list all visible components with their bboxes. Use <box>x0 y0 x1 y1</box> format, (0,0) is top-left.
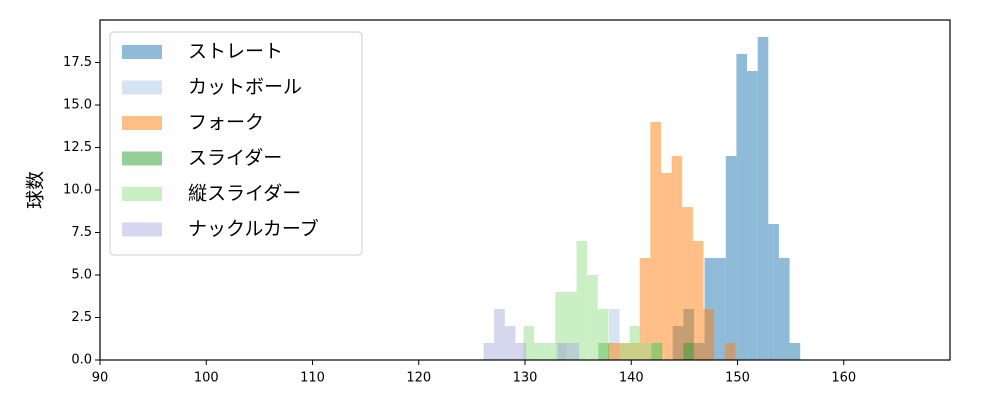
bar <box>683 343 694 360</box>
y-tick-label: 10.0 <box>63 183 92 198</box>
bar <box>483 343 495 360</box>
x-tick-label: 150 <box>725 371 750 386</box>
x-tick-label: 90 <box>92 371 109 386</box>
bar <box>725 156 737 360</box>
legend-label: ストレート <box>188 41 283 63</box>
bar <box>661 173 672 360</box>
bar <box>650 122 661 360</box>
legend-swatch <box>122 80 162 95</box>
bar <box>534 343 545 360</box>
bar <box>650 343 662 360</box>
x-tick-label: 110 <box>300 371 325 386</box>
bar <box>703 309 715 360</box>
y-tick-label: 0.0 <box>71 353 92 368</box>
bar <box>608 309 620 360</box>
bar <box>607 343 619 360</box>
y-axis-label: 球数 <box>25 171 47 209</box>
x-tick-label: 100 <box>194 371 219 386</box>
bar <box>568 343 580 360</box>
bar <box>639 258 651 360</box>
x-tick-label: 120 <box>406 371 431 386</box>
bar <box>736 54 748 360</box>
y-tick-label: 7.5 <box>71 225 92 240</box>
x-tick-label: 140 <box>619 371 644 386</box>
bar <box>768 224 779 360</box>
y-tick-label: 5.0 <box>71 268 92 283</box>
bar <box>597 309 609 360</box>
bar <box>778 258 790 360</box>
y-tick-label: 12.5 <box>63 140 92 155</box>
legend-swatch <box>122 151 162 166</box>
bar <box>629 326 641 360</box>
legend-label: 縦スライダー <box>188 183 301 205</box>
bar <box>747 71 758 360</box>
bar <box>682 207 693 360</box>
bar <box>640 343 651 360</box>
legend-swatch <box>122 116 162 130</box>
legend-label: フォーク <box>188 112 264 134</box>
bar <box>789 343 801 360</box>
bar <box>523 326 535 360</box>
bar <box>557 343 569 360</box>
legend-label: スライダー <box>188 147 282 169</box>
bar <box>671 156 683 360</box>
y-tick-label: 2.5 <box>71 310 92 325</box>
bar <box>555 292 566 360</box>
legend-swatch <box>122 45 162 59</box>
bar <box>565 292 577 360</box>
bar <box>715 258 726 360</box>
legend-swatch <box>122 222 162 237</box>
bar <box>576 241 588 360</box>
y-tick-label: 15.0 <box>63 98 92 113</box>
bar <box>757 37 769 360</box>
legend-label: カットボール <box>188 76 302 98</box>
x-tick-label: 160 <box>831 371 856 386</box>
bar <box>515 343 527 360</box>
bar <box>724 343 736 360</box>
bar <box>504 326 516 360</box>
y-tick-label: 17.5 <box>63 55 92 70</box>
bar <box>619 343 630 360</box>
bar <box>587 275 598 360</box>
x-tick-label: 130 <box>513 371 538 386</box>
legend-swatch <box>122 187 162 201</box>
bar <box>494 309 505 360</box>
legend-frame <box>109 31 363 256</box>
bar <box>692 241 704 360</box>
bar <box>544 343 556 360</box>
legend-label: ナックルカーブ <box>188 217 319 240</box>
